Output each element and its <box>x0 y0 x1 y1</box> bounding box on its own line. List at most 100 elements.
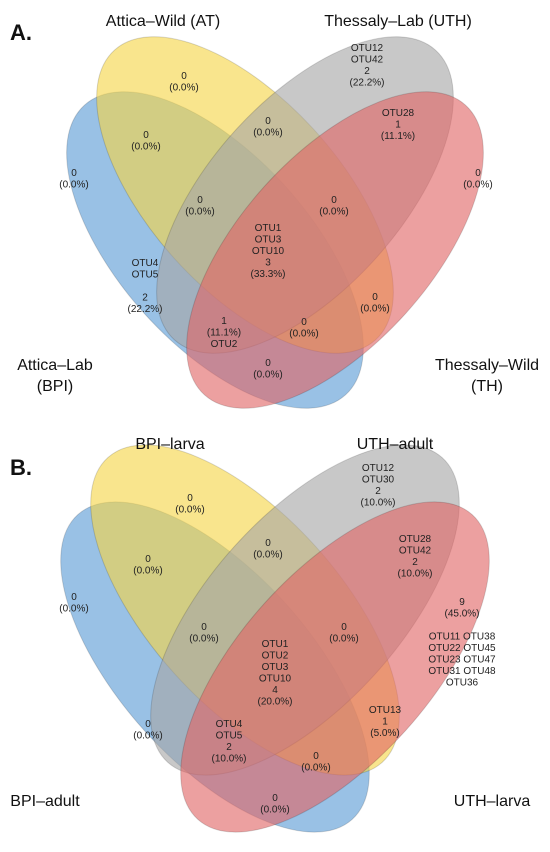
region-line: (22.2%) <box>127 304 162 315</box>
region-line: OTU5 <box>132 270 159 281</box>
region-line: (11.1%) <box>381 131 415 142</box>
region-label-b-only: 0 (0.0%) <box>59 592 88 615</box>
region-label-all: OTU1 OTU3 OTU10 3 (33.3%) <box>250 223 285 280</box>
region-line: OTU22 OTU45 <box>428 643 496 654</box>
region-label-u-only: OTU12 OTU30 2 (10.0%) <box>360 463 395 509</box>
region-line: (0.0%) <box>253 550 282 561</box>
region-line: 0 <box>265 358 271 369</box>
region-line: (0.0%) <box>185 207 214 218</box>
panel-a: A. Attica–Wild (AT) Thessaly–Lab (UTH) A… <box>10 13 539 409</box>
region-label-t-only: 0 (0.0%) <box>463 168 492 191</box>
region-line: 2 <box>226 742 232 753</box>
set-label-thessaly-wild: Thessaly–Wild <box>435 357 539 374</box>
set-label-thessaly-lab: Thessaly–Lab (UTH) <box>324 13 472 30</box>
region-label-a-t: 0 (0.0%) <box>360 292 389 315</box>
region-line: 2 <box>412 557 418 568</box>
region-line: (0.0%) <box>169 83 198 94</box>
region-line: (0.0%) <box>133 566 162 577</box>
region-line: 4 <box>272 685 278 696</box>
region-line: (0.0%) <box>189 634 218 645</box>
region-label-b-u-t: 1 (11.1%) OTU2 <box>207 316 241 350</box>
panel-a-letter: A. <box>10 20 32 45</box>
region-label-a-t: OTU13 1 (5.0%) <box>369 705 402 739</box>
region-line: (0.0%) <box>59 604 88 615</box>
region-label-a-u-t: 0 (0.0%) <box>319 195 348 218</box>
region-line: 2 <box>364 66 370 77</box>
region-line: (11.1%) <box>207 328 241 339</box>
region-line: (0.0%) <box>260 805 289 816</box>
region-line: 0 <box>145 554 151 565</box>
region-line: 0 <box>187 493 193 504</box>
region-line: 0 <box>265 116 271 127</box>
region-line: 0 <box>143 130 149 141</box>
region-line: (10.0%) <box>211 754 246 765</box>
set-ellipse-uth-larva <box>180 501 490 833</box>
region-line: 0 <box>145 719 151 730</box>
region-line: OTU4 <box>132 258 159 269</box>
region-line: 2 <box>375 486 381 497</box>
region-line: OTU1 <box>255 223 282 234</box>
region-line: 1 <box>221 316 227 327</box>
set-label-attica-lab: Attica–Lab <box>17 357 93 374</box>
region-line: 1 <box>382 717 388 728</box>
region-label-b-a-t: OTU4 OTU5 2 (10.0%) <box>211 719 246 765</box>
panel-a-regions: 0 (0.0%)0 (0.0%)OTU12 OTU42 2 (22.2%)0 (0.0%)0… <box>59 43 492 381</box>
region-line: OTU28 <box>382 108 415 119</box>
region-line: 3 <box>265 258 271 269</box>
region-line: 1 <box>395 120 401 131</box>
set-label-attica-wild: Attica–Wild (AT) <box>106 13 220 30</box>
region-line: 0 <box>475 168 481 179</box>
region-line: OTU23 OTU47 <box>428 655 496 666</box>
region-label-a-u: 0 (0.0%) <box>253 538 282 561</box>
region-label-all: OTU1 OTU2 OTU3 OTU10 4 (20.0%) <box>257 639 292 708</box>
region-line: (33.3%) <box>250 269 285 280</box>
region-line: (0.0%) <box>131 142 160 153</box>
region-label-a-only: 0 (0.0%) <box>169 71 198 94</box>
region-line: (0.0%) <box>329 634 358 645</box>
region-line: (0.0%) <box>319 207 348 218</box>
region-line: 0 <box>301 317 307 328</box>
region-label-t-only: 9 (45.0%) OTU11 OTU38 OTU22 OTU45 OTU23 OTU… <box>428 597 496 689</box>
region-line: OTU12 <box>351 43 384 54</box>
region-line: (0.0%) <box>175 505 204 516</box>
region-label-b-t: 0 (0.0%) <box>253 358 282 381</box>
region-line: (22.2%) <box>349 78 384 89</box>
region-line: (45.0%) <box>444 609 479 620</box>
region-line: 0 <box>181 71 187 82</box>
region-line: 0 <box>313 751 319 762</box>
region-label-a-only: 0 (0.0%) <box>175 493 204 516</box>
region-label-u-t: OTU28 1 (11.1%) <box>381 108 415 142</box>
region-line: 0 <box>372 292 378 303</box>
region-label-b-u: 0 (0.0%) <box>133 719 162 742</box>
set-ellipse-thessaly-wild <box>186 91 484 409</box>
region-label-b-t: 0 (0.0%) <box>260 793 289 816</box>
region-line: (0.0%) <box>301 763 330 774</box>
region-line: 0 <box>265 538 271 549</box>
region-label-u-only: OTU12 OTU42 2 (22.2%) <box>349 43 384 89</box>
region-label-b-only: 0 (0.0%) <box>59 168 88 191</box>
region-label-b-a: 0 (0.0%) <box>133 554 162 577</box>
region-line: (0.0%) <box>360 304 389 315</box>
region-label-b-a-u: 0 (0.0%) <box>185 195 214 218</box>
panel-b-regions: 0 (0.0%)0 (0.0%)OTU12 OTU30 2 (10.0%)9 (45.0%)… <box>59 463 496 816</box>
region-label-u-t: OTU28 OTU42 2 (10.0%) <box>397 534 432 580</box>
region-label-b-a: 0 (0.0%) <box>131 130 160 153</box>
region-line: OTU10 <box>252 246 285 257</box>
region-line <box>461 620 464 631</box>
set-label-attica-lab-line2: (BPI) <box>37 378 73 395</box>
region-line: (10.0%) <box>360 498 395 509</box>
region-line: OTU12 <box>362 463 395 474</box>
region-label-b-u-t: 0 (0.0%) <box>301 751 330 774</box>
region-line: OTU11 OTU38 <box>429 632 496 643</box>
region-line: OTU10 <box>259 674 292 685</box>
region-line: OTU13 <box>369 705 402 716</box>
region-line: OTU36 <box>446 678 479 689</box>
region-line: 0 <box>197 195 203 206</box>
region-line: OTU28 <box>399 534 432 545</box>
set-label-thessaly-wild-line2: (TH) <box>471 378 503 395</box>
region-line: (0.0%) <box>59 180 88 191</box>
region-line: (5.0%) <box>370 728 399 739</box>
region-label-a-u: 0 (0.0%) <box>253 116 282 139</box>
region-label-a-u-t: 0 (0.0%) <box>329 622 358 645</box>
